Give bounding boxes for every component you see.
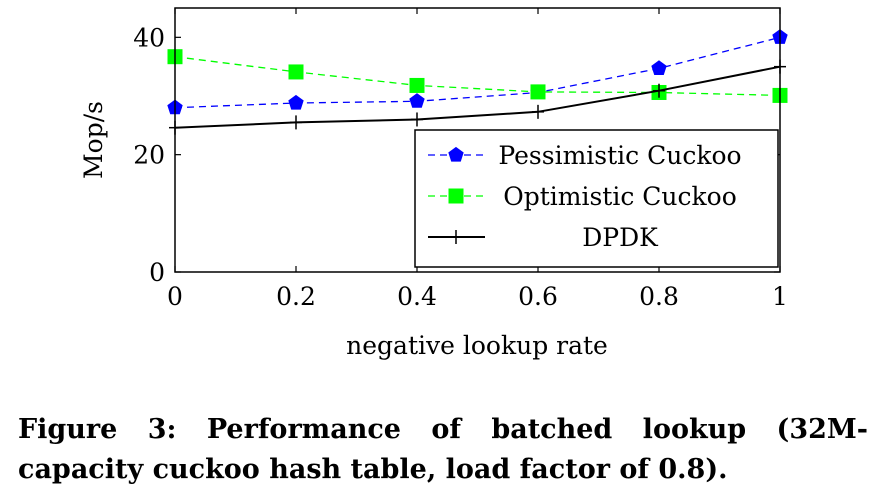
data-point-optimistic-cuckoo [409, 77, 425, 93]
x-tick-label: 0.8 [639, 282, 679, 311]
y-axis-label: Mop/s [79, 101, 108, 179]
x-tick-label: 0.4 [397, 282, 437, 311]
x-tick-label: 0.6 [518, 282, 558, 311]
y-tick-label: 0 [149, 258, 165, 287]
data-point-dpdk [290, 115, 302, 130]
x-tick-label: 0.2 [276, 282, 316, 311]
line-chart: 0 0.2 0.4 0.6 0.8 1 0 20 40 negative lookup rate… [79, 7, 788, 360]
data-point-optimistic-cuckoo [530, 84, 546, 100]
legend: Pessimistic Cuckoo Optimistic Cuckoo DPDK [414, 129, 779, 268]
x-tick-label: 1 [772, 282, 788, 311]
x-tick-label: 0 [167, 282, 183, 311]
data-point-dpdk [411, 112, 423, 127]
y-tick-label: 40 [133, 23, 165, 52]
legend-swatch-marker [448, 146, 464, 162]
plot-frame [174, 7, 781, 273]
caption-line-2: capacity cuckoo hash table, load factor … [18, 454, 728, 485]
series-line-dpdk [174, 65, 781, 129]
data-point-optimistic-cuckoo [288, 64, 304, 80]
data-point-dpdk [653, 83, 665, 98]
caption-line-1: Figure 3: Performance of batched lookup … [18, 414, 868, 445]
figure-caption: Figure 3: Performance of batched lookup … [18, 410, 868, 490]
legend-swatch-marker [448, 188, 464, 204]
legend-label: Pessimistic Cuckoo [498, 141, 741, 170]
legend-swatch-marker [450, 230, 462, 244]
legend-label: Optimistic Cuckoo [503, 182, 737, 211]
y-tick-label: 20 [133, 141, 165, 170]
legend-box [414, 129, 779, 268]
data-point-dpdk [532, 104, 544, 119]
data-point-pessimistic-cuckoo [288, 94, 304, 110]
x-axis-label: negative lookup rate [346, 331, 608, 360]
series-line-optimistic-cuckoo [174, 56, 781, 97]
series-line-pessimistic-cuckoo [174, 36, 781, 109]
legend-label: DPDK [582, 223, 659, 252]
data-point-pessimistic-cuckoo [651, 60, 667, 75]
data-point-pessimistic-cuckoo [409, 93, 425, 108]
